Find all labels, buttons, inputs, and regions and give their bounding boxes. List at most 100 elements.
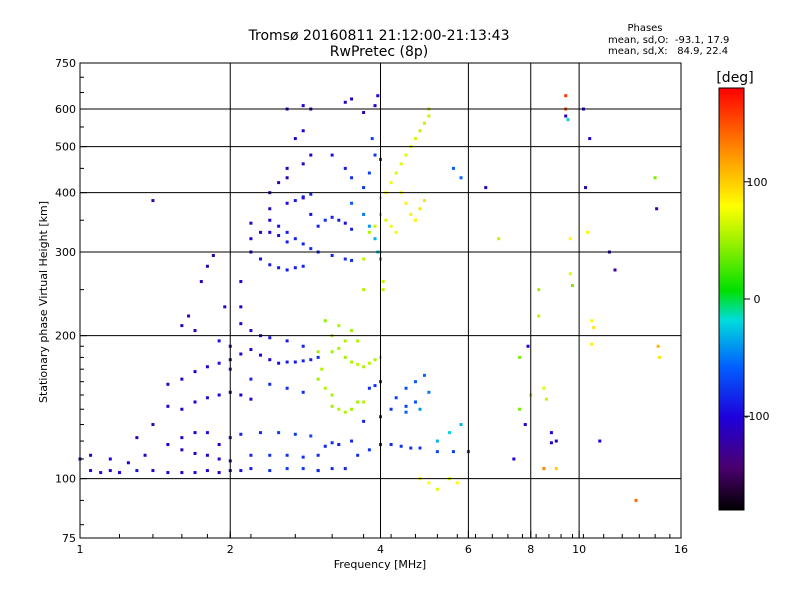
data-point — [518, 355, 522, 359]
data-point — [180, 324, 184, 328]
data-point — [343, 410, 347, 414]
data-point — [356, 362, 360, 366]
data-point — [108, 457, 112, 461]
data-point — [518, 407, 522, 411]
data-point — [277, 266, 281, 270]
x-tick-label: 16 — [674, 543, 688, 556]
chart-title: Tromsø 20160811 21:12:00-21:13:43 — [248, 28, 510, 44]
x-tick-label: 8 — [527, 543, 534, 556]
y-axis: 75 100 200 300 400 500 600 750 — [55, 57, 87, 545]
data-point — [285, 467, 289, 471]
data-point — [239, 280, 243, 284]
data-point — [309, 434, 313, 438]
data-point — [592, 326, 596, 330]
data-point — [187, 314, 191, 318]
x-tick-label: 4 — [377, 543, 384, 556]
data-point — [249, 329, 253, 333]
data-point — [217, 443, 221, 447]
data-point — [404, 201, 408, 205]
data-point — [259, 257, 263, 261]
colorbar-tick-label: 100 — [747, 176, 768, 189]
data-point — [301, 467, 305, 471]
data-point — [343, 257, 347, 261]
data-point — [435, 450, 439, 454]
data-point — [316, 350, 320, 354]
data-point — [544, 397, 548, 401]
data-point — [293, 266, 297, 270]
data-point — [356, 400, 360, 404]
data-point — [418, 207, 422, 211]
data-point — [337, 218, 341, 222]
y-tick-label: 300 — [55, 246, 76, 259]
data-point — [268, 230, 272, 234]
data-point — [108, 469, 112, 473]
data-point — [259, 431, 263, 435]
data-point — [285, 453, 289, 457]
data-point — [459, 176, 463, 180]
data-point — [564, 94, 568, 98]
data-point — [316, 469, 320, 473]
x-tick-label: 1 — [77, 543, 84, 556]
data-point — [151, 423, 155, 427]
data-point — [394, 396, 398, 400]
data-point — [166, 382, 170, 386]
data-point — [99, 471, 103, 475]
data-point — [223, 305, 227, 309]
data-point — [217, 457, 221, 461]
data-point — [435, 487, 439, 491]
data-point — [330, 467, 334, 471]
data-point — [373, 384, 377, 388]
y-tick-label: 200 — [55, 330, 76, 343]
data-point — [362, 110, 366, 114]
x-axis: 1 2 4 6 8 10 16 — [77, 531, 688, 556]
data-point — [135, 436, 139, 440]
data-point — [293, 237, 297, 241]
data-point — [323, 386, 327, 390]
data-point — [239, 393, 243, 397]
colorbar-tick-label: 0 — [754, 293, 761, 306]
data-point — [598, 439, 602, 443]
data-point — [554, 439, 558, 443]
data-point — [356, 453, 360, 457]
y-tick-label: 400 — [55, 187, 76, 200]
data-point — [373, 153, 377, 157]
data-point — [537, 314, 541, 318]
data-point — [367, 224, 371, 228]
data-point — [180, 407, 184, 411]
data-point — [350, 201, 354, 205]
data-point — [381, 280, 385, 284]
data-point — [126, 461, 130, 465]
data-point — [239, 432, 243, 436]
data-point — [205, 365, 209, 369]
data-point — [89, 469, 93, 473]
stats-x-line: mean, sd,X: 84.9, 22.4 — [608, 46, 728, 57]
data-point — [367, 448, 371, 452]
data-point — [427, 114, 431, 118]
data-point — [418, 446, 422, 450]
data-point — [316, 355, 320, 359]
data-point — [249, 377, 253, 381]
data-point — [330, 153, 334, 157]
data-point — [564, 114, 568, 118]
data-point — [350, 439, 354, 443]
data-point — [590, 319, 594, 323]
data-point — [367, 171, 371, 175]
grid-layer — [80, 63, 681, 538]
data-point — [193, 400, 197, 404]
data-point — [316, 377, 320, 381]
data-point — [399, 444, 403, 448]
data-point — [193, 451, 197, 455]
data-point — [566, 118, 570, 122]
data-point — [404, 386, 408, 390]
data-point — [381, 288, 385, 292]
data-point — [323, 218, 327, 222]
data-point — [653, 176, 657, 180]
data-point — [330, 215, 334, 219]
data-point — [362, 212, 366, 216]
data-point — [323, 319, 327, 323]
data-point — [448, 431, 452, 435]
data-point — [301, 195, 305, 199]
data-point — [330, 441, 334, 445]
data-point — [293, 199, 297, 203]
